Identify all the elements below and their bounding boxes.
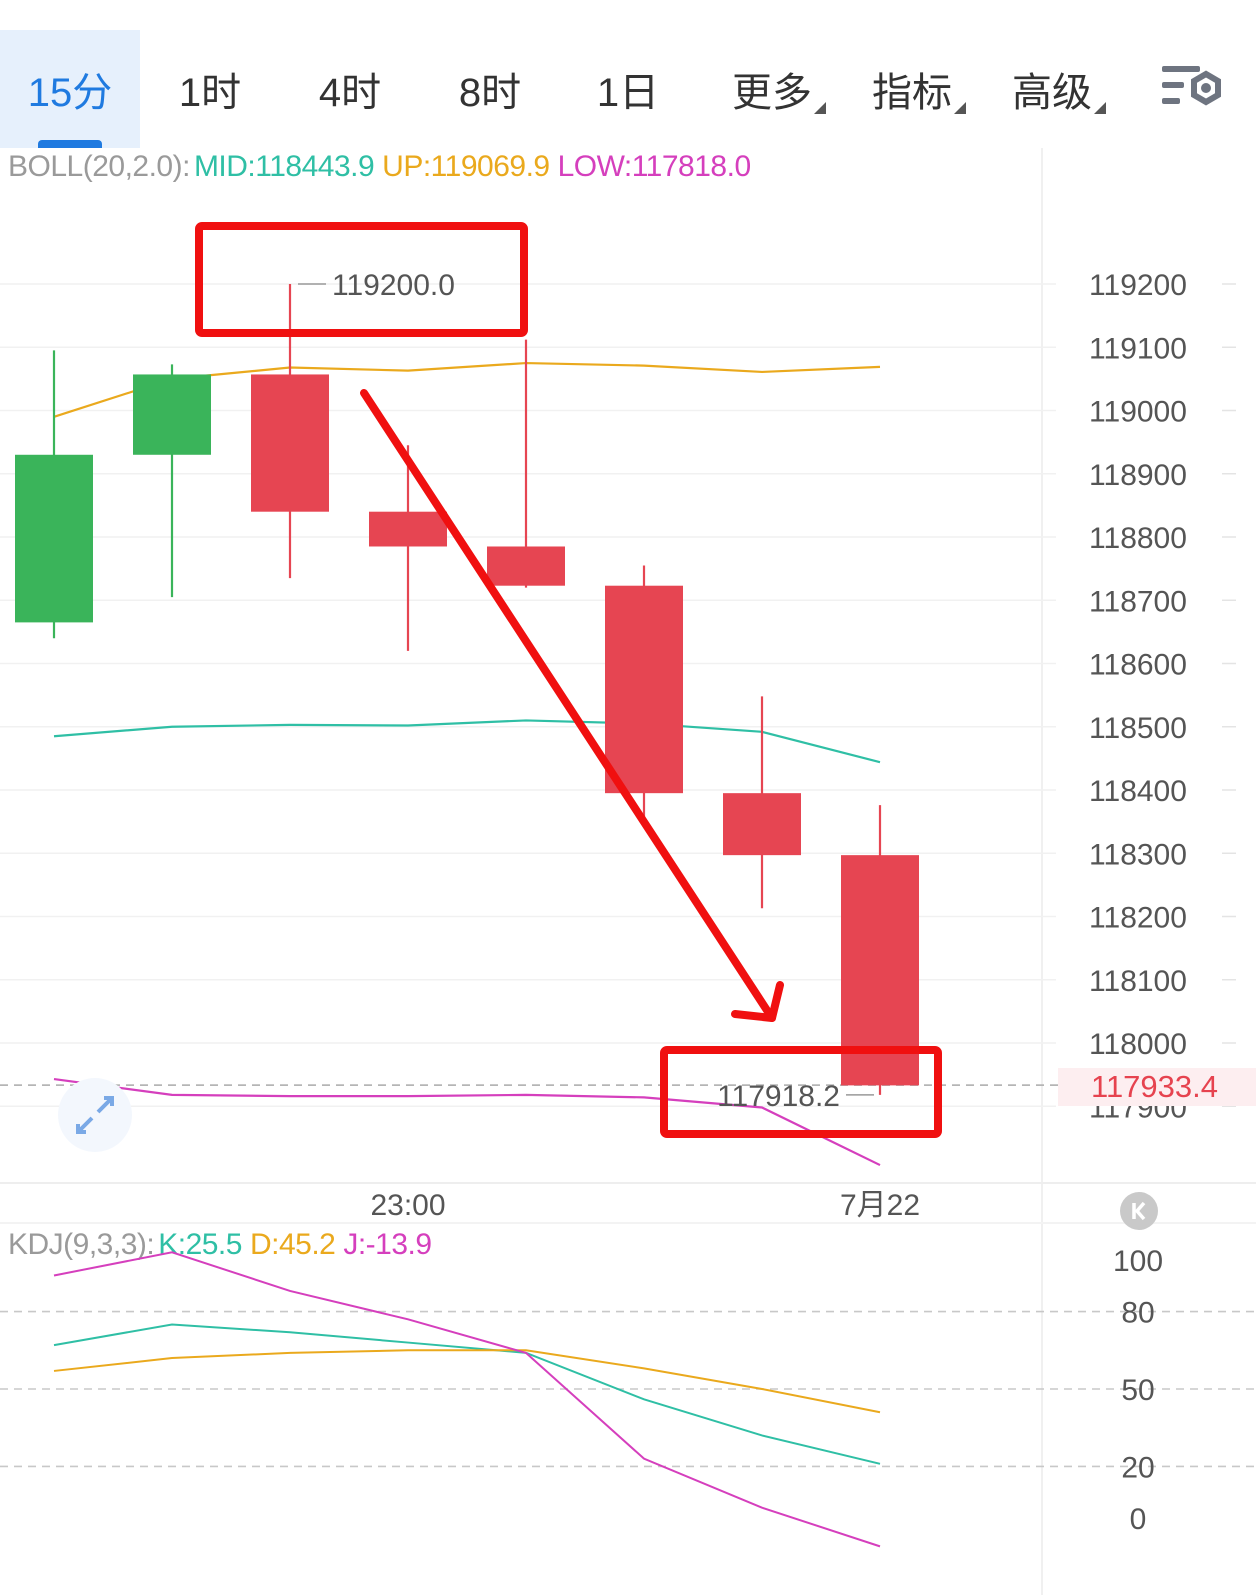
price-axis-label: 118000 — [1089, 1028, 1187, 1061]
dropdown-caret-icon — [954, 102, 966, 114]
tab-label: 15分 — [27, 71, 113, 115]
tab-label: 高级 — [1012, 71, 1092, 115]
tab-4h[interactable]: 4时 — [300, 30, 400, 148]
expand-arrows-icon — [76, 1096, 114, 1134]
price-axis-label: 118500 — [1089, 712, 1187, 745]
scroll-to-latest-button[interactable] — [1120, 1192, 1158, 1230]
candle-body — [605, 585, 683, 794]
boll-low-value: LOW:117818.0 — [557, 150, 752, 183]
candle-body — [133, 374, 211, 455]
annotation-arrow-head — [731, 981, 784, 1022]
price-axis-label: 118700 — [1089, 585, 1187, 618]
tab-label: 4时 — [318, 71, 382, 115]
time-axis-label: 23:00 — [370, 1189, 445, 1222]
candle-body — [487, 546, 565, 586]
kdj-j-value: J:-13.9 — [343, 1228, 432, 1261]
annotation-arrow-shaft — [360, 389, 776, 1022]
kdj-axis-label: 100 — [1113, 1245, 1163, 1278]
boll-legend: BOLL(20,2.0): MID:118443.9 UP:119069.9 LOW:… — [8, 150, 759, 184]
price-axis-label: 118800 — [1089, 522, 1187, 555]
tab-8h[interactable]: 8时 — [440, 30, 540, 148]
boll-lower-line — [53, 1077, 881, 1167]
kdj-name: KDJ(9,3,3): — [8, 1228, 155, 1261]
price-axis-label: 119100 — [1089, 332, 1187, 365]
expand-chart-button[interactable] — [58, 1078, 132, 1152]
annotation-box-high — [195, 222, 528, 337]
timeframe-tab-bar: 15分 1时 4时 8时 1日 更多 指标 高级 — [0, 0, 1256, 148]
kdj-axis-label: 80 — [1121, 1297, 1154, 1330]
kdj-d-value: D:45.2 — [249, 1228, 336, 1261]
price-axis-label: 118100 — [1089, 965, 1187, 998]
kdj-j-line — [53, 1251, 881, 1548]
dropdown-caret-icon — [1094, 102, 1106, 114]
tab-label: 更多 — [732, 71, 812, 115]
tab-label: 8时 — [458, 71, 522, 115]
kdj-axis-label: 0 — [1130, 1503, 1147, 1536]
time-axis-label: 7月22 — [840, 1189, 920, 1222]
candle-body — [841, 855, 919, 1086]
tab-label: 1时 — [178, 71, 242, 115]
tab-1d[interactable]: 1日 — [578, 30, 678, 148]
tab-label: 1日 — [596, 71, 660, 115]
high-marker-label: 119200.0 — [332, 269, 455, 302]
kdj-legend: KDJ(9,3,3): K:25.5 D:45.2 J:-13.9 — [8, 1228, 440, 1262]
tab-15min[interactable]: 15分 — [0, 30, 140, 148]
price-axis-label: 118600 — [1089, 649, 1187, 682]
price-axis-label: 118200 — [1089, 902, 1187, 935]
kdj-axis-label: 20 — [1121, 1451, 1154, 1484]
current-price-label: 117933.4 — [1091, 1069, 1218, 1104]
tab-more[interactable]: 更多 — [724, 30, 826, 148]
current-price-tag: 117933.4 — [1058, 1068, 1256, 1106]
price-axis-label: 118400 — [1089, 775, 1187, 808]
candle-body — [251, 374, 329, 512]
boll-mid-line — [53, 719, 881, 764]
candle-body — [723, 793, 801, 856]
kdj-k-line — [53, 1323, 881, 1465]
boll-name: BOLL(20,2.0): — [8, 150, 190, 183]
kdj-axis-label: 50 — [1121, 1374, 1154, 1407]
boll-upper-line — [53, 361, 881, 418]
boll-mid-value: MID:118443.9 — [193, 150, 375, 183]
boll-up-value: UP:119069.9 — [382, 150, 550, 183]
kdj-k-value: K:25.5 — [158, 1228, 242, 1261]
price-axis-label: 118300 — [1089, 838, 1187, 871]
annotation-box-low — [660, 1046, 942, 1138]
candle-body — [15, 454, 93, 623]
tab-label: 指标 — [872, 71, 952, 115]
tab-advanced[interactable]: 高级 — [1004, 30, 1106, 148]
price-axis-label: 118900 — [1089, 459, 1187, 492]
tab-indicators[interactable]: 指标 — [864, 30, 966, 148]
low-marker-label: 117918.2 — [717, 1080, 840, 1113]
kdj-d-line — [53, 1349, 881, 1414]
price-axis-label: 119200 — [1089, 269, 1187, 302]
jump-latest-icon — [1132, 1201, 1146, 1221]
candle-body — [369, 511, 447, 547]
dropdown-caret-icon — [814, 102, 826, 114]
price-axis-label: 119000 — [1089, 396, 1187, 429]
active-tab-indicator — [38, 140, 102, 148]
chart-settings-icon[interactable] — [1160, 60, 1226, 120]
tab-1h[interactable]: 1时 — [160, 30, 260, 148]
